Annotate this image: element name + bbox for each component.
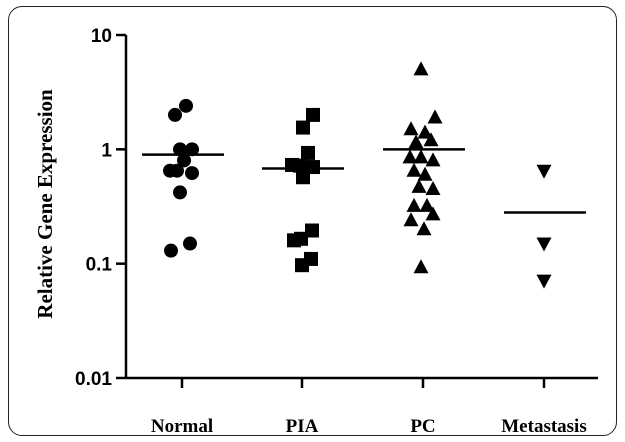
point-2-3 xyxy=(417,124,433,139)
point-2-17 xyxy=(416,221,432,236)
y-tick-label-0: 10 xyxy=(91,26,112,47)
point-1-6 xyxy=(296,170,310,185)
point-2-16 xyxy=(425,206,441,221)
x-category-label-3: Metastasis xyxy=(501,416,586,437)
point-3-1 xyxy=(536,237,552,252)
axes xyxy=(124,35,598,380)
point-2-7 xyxy=(413,149,429,164)
point-1-2 xyxy=(301,145,315,160)
x-category-label-2: PC xyxy=(410,416,435,437)
point-2-15 xyxy=(403,212,419,227)
y-ticks: 10 1 0.1 0.01 xyxy=(75,26,126,390)
y-tick-label-2: 0.1 xyxy=(86,255,113,276)
y-tick-label-1: 1 xyxy=(101,140,112,161)
point-2-1 xyxy=(427,109,443,124)
point-2-8 xyxy=(425,152,441,167)
point-2-12 xyxy=(425,180,441,195)
point-0-0 xyxy=(168,107,182,122)
point-0-9 xyxy=(164,243,178,258)
x-category-label-0: Normal xyxy=(151,416,213,437)
point-0-7 xyxy=(185,166,199,181)
point-2-6 xyxy=(402,149,418,164)
point-0-1 xyxy=(179,98,193,113)
point-2-11 xyxy=(411,178,427,193)
figure-frame xyxy=(8,6,617,436)
point-2-0 xyxy=(413,61,429,76)
point-0-3 xyxy=(185,142,199,157)
data-points xyxy=(163,61,552,289)
point-1-11 xyxy=(304,251,318,266)
point-2-14 xyxy=(419,197,435,212)
point-2-5 xyxy=(408,134,424,149)
point-0-8 xyxy=(173,185,187,200)
y-tick-label-3: 0.01 xyxy=(75,369,112,390)
point-2-4 xyxy=(423,132,439,147)
point-1-1 xyxy=(296,120,310,135)
point-1-7 xyxy=(305,223,319,238)
point-2-13 xyxy=(406,197,422,212)
point-2-2 xyxy=(403,121,419,136)
x-ticks: Normal PIA PC Metastasis xyxy=(151,378,587,437)
point-3-2 xyxy=(536,274,552,289)
point-1-9 xyxy=(294,231,308,246)
median-lines xyxy=(142,148,586,214)
point-0-2 xyxy=(173,142,187,157)
point-1-0 xyxy=(306,107,320,122)
point-0-5 xyxy=(170,163,184,178)
point-2-9 xyxy=(406,162,422,177)
point-1-4 xyxy=(293,158,307,173)
point-3-0 xyxy=(536,164,552,179)
point-0-6 xyxy=(177,153,191,168)
y-axis-title: Relative Gene Expression xyxy=(33,89,57,319)
point-2-18 xyxy=(413,259,429,274)
point-0-10 xyxy=(183,236,197,251)
x-category-label-1: PIA xyxy=(286,416,319,437)
point-2-10 xyxy=(417,166,433,181)
